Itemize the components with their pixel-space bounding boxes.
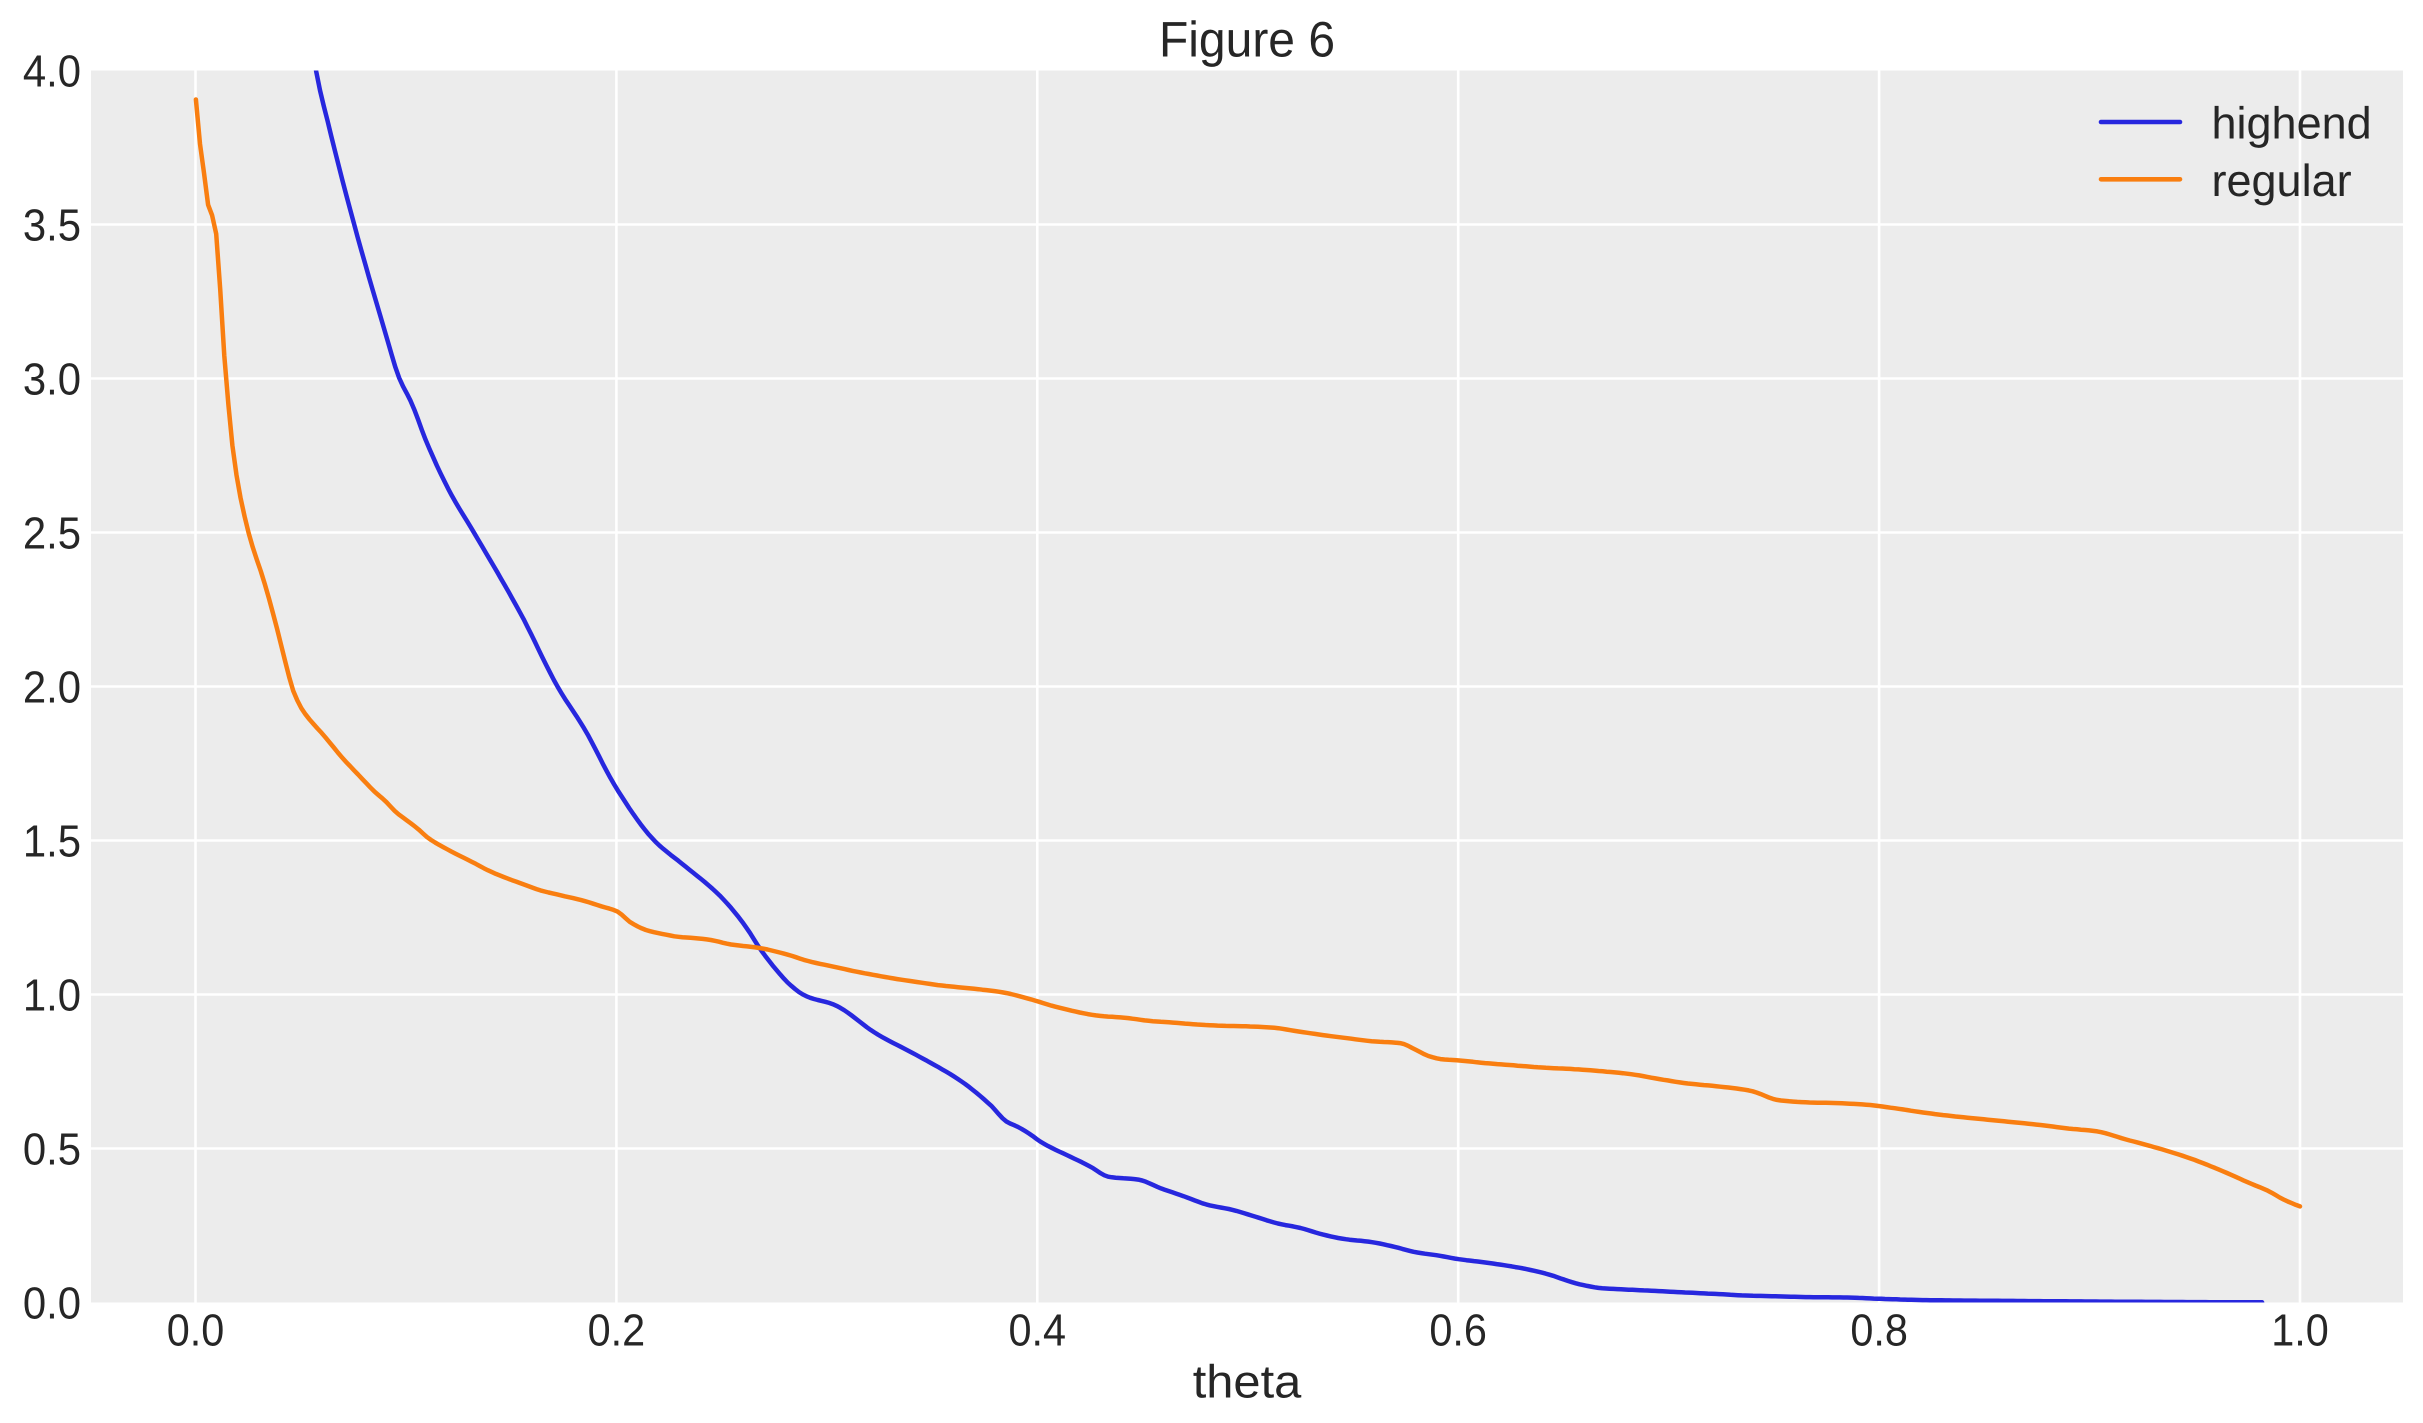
svg-text:2.0: 2.0 [23, 662, 81, 713]
svg-text:4.0: 4.0 [23, 46, 81, 97]
svg-text:0.5: 0.5 [23, 1124, 81, 1175]
svg-text:0.0: 0.0 [23, 1278, 81, 1329]
svg-text:highend: highend [2212, 98, 2372, 149]
svg-text:1.0: 1.0 [2271, 1304, 2329, 1355]
svg-text:0.0: 0.0 [167, 1304, 225, 1355]
svg-text:1.5: 1.5 [23, 816, 81, 867]
svg-text:theta: theta [1193, 1356, 1302, 1408]
svg-text:0.8: 0.8 [1850, 1304, 1908, 1355]
svg-text:1.0: 1.0 [23, 970, 81, 1021]
svg-text:regular: regular [2212, 155, 2352, 206]
svg-text:0.4: 0.4 [1009, 1304, 1067, 1355]
svg-text:3.5: 3.5 [23, 200, 81, 251]
svg-text:2.5: 2.5 [23, 508, 81, 559]
svg-text:0.6: 0.6 [1429, 1304, 1487, 1355]
svg-text:3.0: 3.0 [23, 354, 81, 405]
svg-text:0.2: 0.2 [588, 1304, 646, 1355]
svg-text:Figure 6: Figure 6 [1159, 11, 1335, 67]
